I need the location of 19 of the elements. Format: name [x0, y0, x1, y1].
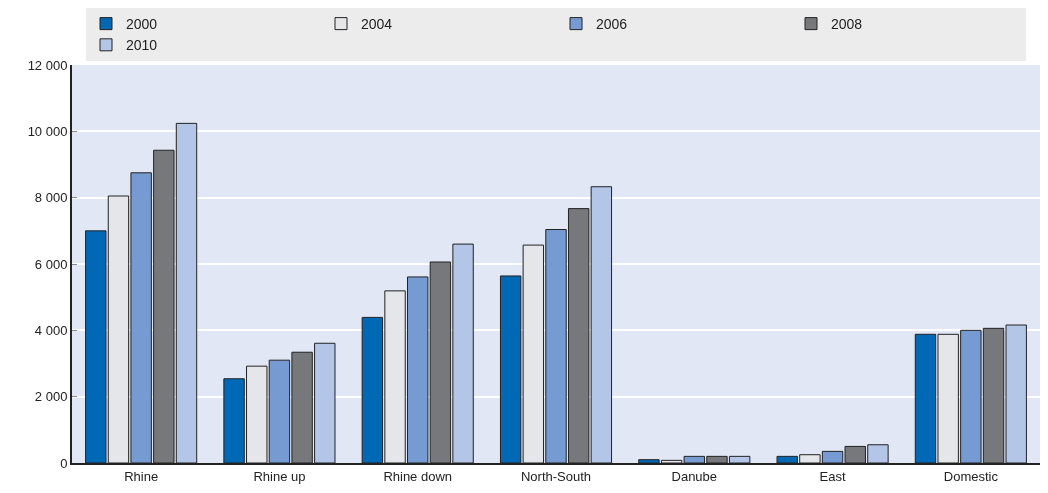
y-tick-label: 4 000 — [34, 322, 68, 338]
legend-label: 2010 — [126, 37, 158, 54]
x-tick-label: North-South — [520, 468, 592, 484]
y-tick-label: 8 000 — [34, 190, 68, 206]
x-tick-label: Domestic — [943, 468, 999, 484]
x-tick-label: Rhine down — [383, 468, 453, 484]
y-tick-label: 10 000 — [27, 123, 68, 139]
y-tick-label: 6 000 — [34, 256, 68, 272]
x-tick-label: East — [819, 468, 846, 484]
y-tick-label: 12 000 — [27, 57, 68, 73]
legend-label: 2004 — [361, 16, 393, 33]
x-tick-label: Rhine — [124, 468, 159, 484]
legend-label: 2008 — [831, 16, 863, 33]
legend-label: 2006 — [596, 16, 628, 33]
legend-label: 2000 — [126, 16, 158, 33]
y-tick-label: 2 000 — [34, 389, 68, 405]
x-tick-label: Rhine up — [253, 468, 306, 484]
y-tick-label: 0 — [60, 455, 68, 471]
x-tick-label: Danube — [671, 468, 718, 484]
